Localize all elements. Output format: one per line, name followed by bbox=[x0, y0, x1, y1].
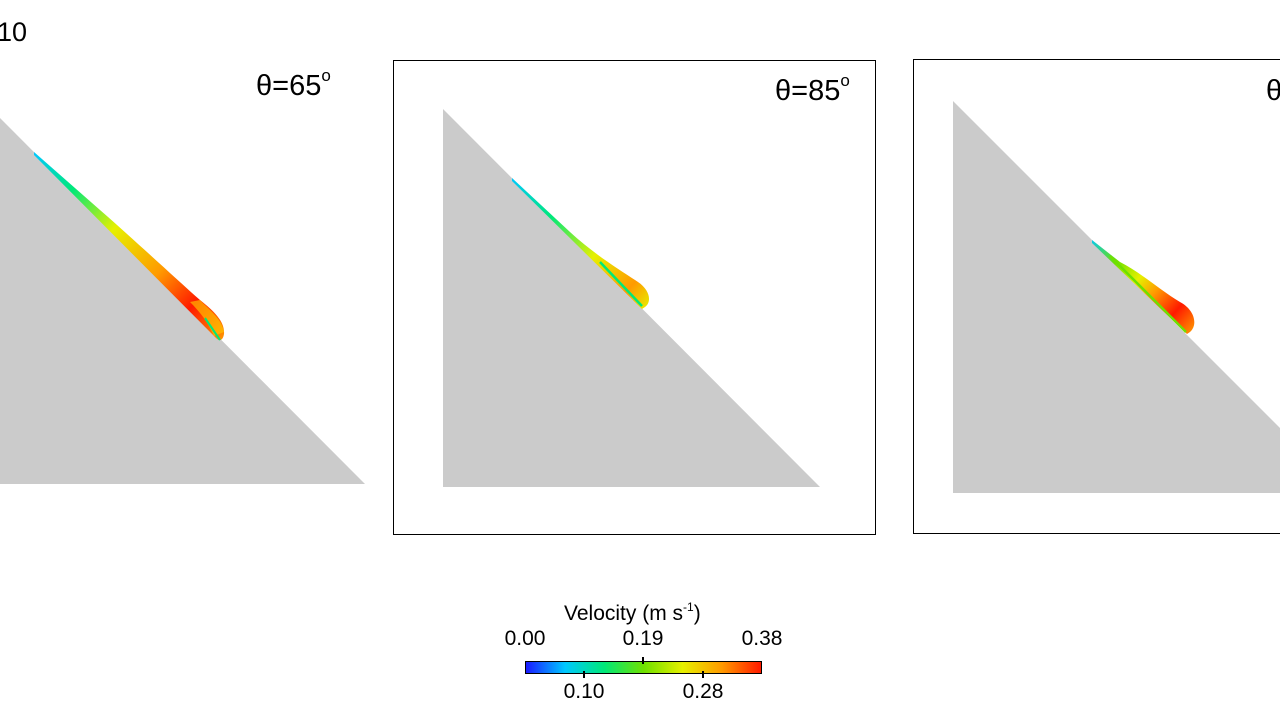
colorbar-mark-top bbox=[642, 657, 644, 664]
colorbar-mark-bottom-0 bbox=[583, 671, 585, 678]
colorbar-tick-bottom-0: 0.10 bbox=[563, 680, 605, 703]
panel-85-angle-label: θ=85o bbox=[775, 71, 850, 107]
velocity-colorbar bbox=[525, 661, 762, 674]
panel-3-frame bbox=[913, 59, 1280, 534]
partial-panel-label: 10 bbox=[0, 17, 28, 47]
colorbar-tick-top-0: 0.00 bbox=[504, 627, 546, 650]
colorbar-mark-bottom-1 bbox=[702, 671, 704, 678]
colorbar-tick-bottom-1: 0.28 bbox=[682, 680, 724, 703]
panel-3-wedge bbox=[953, 101, 1280, 493]
colorbar-tick-top-1: 0.19 bbox=[622, 627, 664, 650]
colorbar-tick-top-2: 0.38 bbox=[741, 627, 783, 650]
panel-65-angle-label: θ=65o bbox=[256, 66, 331, 102]
panel-85-frame bbox=[393, 60, 876, 535]
panel-65-droplet bbox=[34, 152, 225, 341]
colorbar-title: Velocity (m s-1) bbox=[564, 600, 701, 625]
panel-3-angle-label: θ bbox=[1266, 75, 1280, 107]
